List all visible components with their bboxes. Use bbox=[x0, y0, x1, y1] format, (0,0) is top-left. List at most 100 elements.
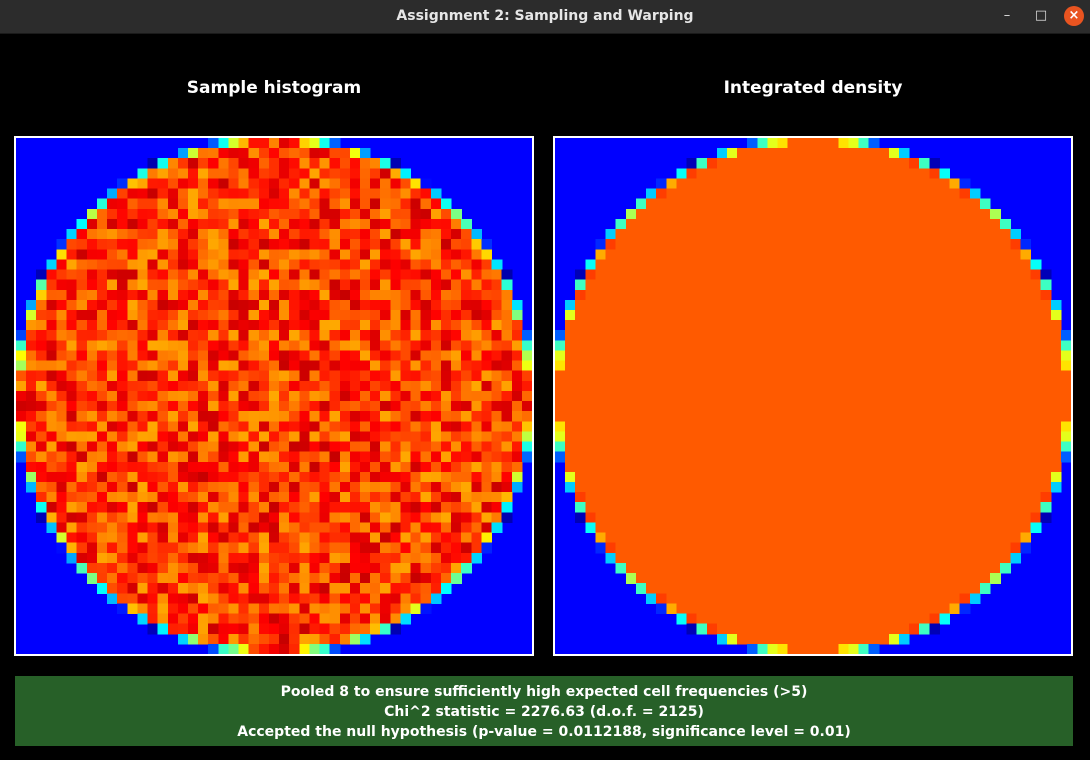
histogram-cell bbox=[167, 573, 179, 584]
histogram-cell bbox=[248, 279, 260, 291]
histogram-cell bbox=[167, 532, 179, 544]
density-cell bbox=[747, 380, 758, 392]
density-cell bbox=[909, 360, 920, 372]
density-cell bbox=[797, 158, 809, 169]
density-cell bbox=[939, 259, 951, 271]
histogram-cell bbox=[56, 289, 68, 301]
histogram-cell bbox=[329, 593, 341, 605]
histogram-cell bbox=[137, 482, 149, 493]
histogram-cell bbox=[299, 229, 311, 240]
density-cell bbox=[899, 239, 910, 250]
histogram-cell bbox=[400, 401, 412, 412]
density-cell bbox=[858, 532, 870, 544]
density-cell bbox=[868, 411, 880, 422]
density-cell bbox=[888, 421, 900, 433]
histogram-cell bbox=[430, 441, 442, 453]
density-cell bbox=[676, 390, 688, 402]
density-cell bbox=[787, 208, 799, 220]
density-cell bbox=[1000, 310, 1011, 321]
histogram-cell bbox=[380, 542, 391, 554]
histogram-cell bbox=[218, 188, 230, 200]
density-cell bbox=[747, 198, 758, 210]
density-cell bbox=[676, 573, 688, 584]
close-icon[interactable]: × bbox=[1064, 6, 1084, 26]
histogram-cell bbox=[289, 158, 300, 169]
density-cell bbox=[888, 492, 900, 503]
histogram-cell bbox=[299, 310, 311, 321]
density-cell bbox=[909, 613, 920, 625]
density-cell bbox=[1030, 502, 1042, 513]
density-cell bbox=[555, 431, 566, 443]
histogram-cell bbox=[471, 451, 483, 463]
histogram-cell bbox=[127, 552, 139, 564]
histogram-cell bbox=[117, 360, 128, 372]
histogram-cell bbox=[228, 279, 240, 291]
histogram-cell bbox=[461, 492, 472, 503]
density-cell bbox=[706, 239, 718, 250]
histogram-cell bbox=[349, 421, 361, 433]
density-cell bbox=[635, 552, 647, 564]
density-cell bbox=[868, 512, 880, 524]
density-cell bbox=[595, 431, 607, 443]
density-cell bbox=[767, 613, 779, 625]
density-cell bbox=[959, 178, 971, 190]
histogram-cell bbox=[461, 380, 472, 392]
density-cell bbox=[818, 421, 829, 433]
density-cell bbox=[858, 623, 870, 635]
histogram-cell bbox=[198, 148, 209, 159]
histogram-cell bbox=[107, 229, 118, 240]
histogram-cell bbox=[410, 431, 422, 443]
density-cell bbox=[919, 421, 930, 433]
histogram-cell bbox=[451, 370, 462, 382]
density-cell bbox=[787, 583, 799, 594]
histogram-cell bbox=[96, 522, 108, 534]
histogram-cell bbox=[147, 401, 159, 412]
histogram-cell bbox=[329, 390, 341, 402]
density-cell bbox=[625, 482, 637, 493]
histogram-cell bbox=[501, 370, 513, 382]
density-cell bbox=[1050, 471, 1062, 483]
density-cell bbox=[949, 188, 961, 200]
histogram-cell bbox=[380, 330, 391, 341]
maximize-icon[interactable]: □ bbox=[1034, 8, 1048, 23]
histogram-cell bbox=[188, 411, 199, 422]
density-cell bbox=[666, 562, 678, 574]
density-cell bbox=[1020, 370, 1032, 382]
density-cell bbox=[716, 583, 728, 594]
density-cell bbox=[797, 492, 809, 503]
histogram-cell bbox=[410, 401, 422, 412]
histogram-cell bbox=[471, 259, 483, 271]
histogram-cell bbox=[177, 390, 189, 402]
integrated-density-plot bbox=[553, 136, 1073, 656]
histogram-cell bbox=[400, 482, 412, 493]
histogram-cell bbox=[258, 158, 270, 169]
density-cell bbox=[646, 289, 657, 301]
histogram-cell bbox=[400, 552, 412, 564]
density-cell bbox=[747, 208, 758, 220]
density-cell bbox=[575, 320, 586, 331]
density-cell bbox=[1030, 512, 1042, 524]
histogram-cell bbox=[339, 178, 351, 190]
histogram-cell bbox=[451, 299, 462, 311]
histogram-cell bbox=[430, 208, 442, 220]
histogram-cell bbox=[157, 320, 169, 331]
density-cell bbox=[706, 188, 718, 200]
density-cell bbox=[807, 299, 819, 311]
density-cell bbox=[716, 289, 728, 301]
density-cell bbox=[666, 279, 678, 291]
histogram-cell bbox=[319, 471, 331, 483]
histogram-cell bbox=[440, 229, 452, 240]
density-cell bbox=[807, 583, 819, 594]
histogram-cell bbox=[309, 633, 321, 645]
histogram-cell bbox=[279, 623, 290, 635]
density-cell bbox=[929, 259, 941, 271]
histogram-cell bbox=[299, 583, 311, 594]
histogram-cell bbox=[198, 320, 209, 331]
density-cell bbox=[939, 178, 951, 190]
density-cell bbox=[716, 188, 728, 200]
histogram-cell bbox=[36, 411, 47, 422]
minimize-icon[interactable]: – bbox=[1003, 8, 1011, 23]
density-cell bbox=[979, 390, 991, 402]
density-cell bbox=[868, 350, 880, 362]
density-cell bbox=[646, 380, 657, 392]
